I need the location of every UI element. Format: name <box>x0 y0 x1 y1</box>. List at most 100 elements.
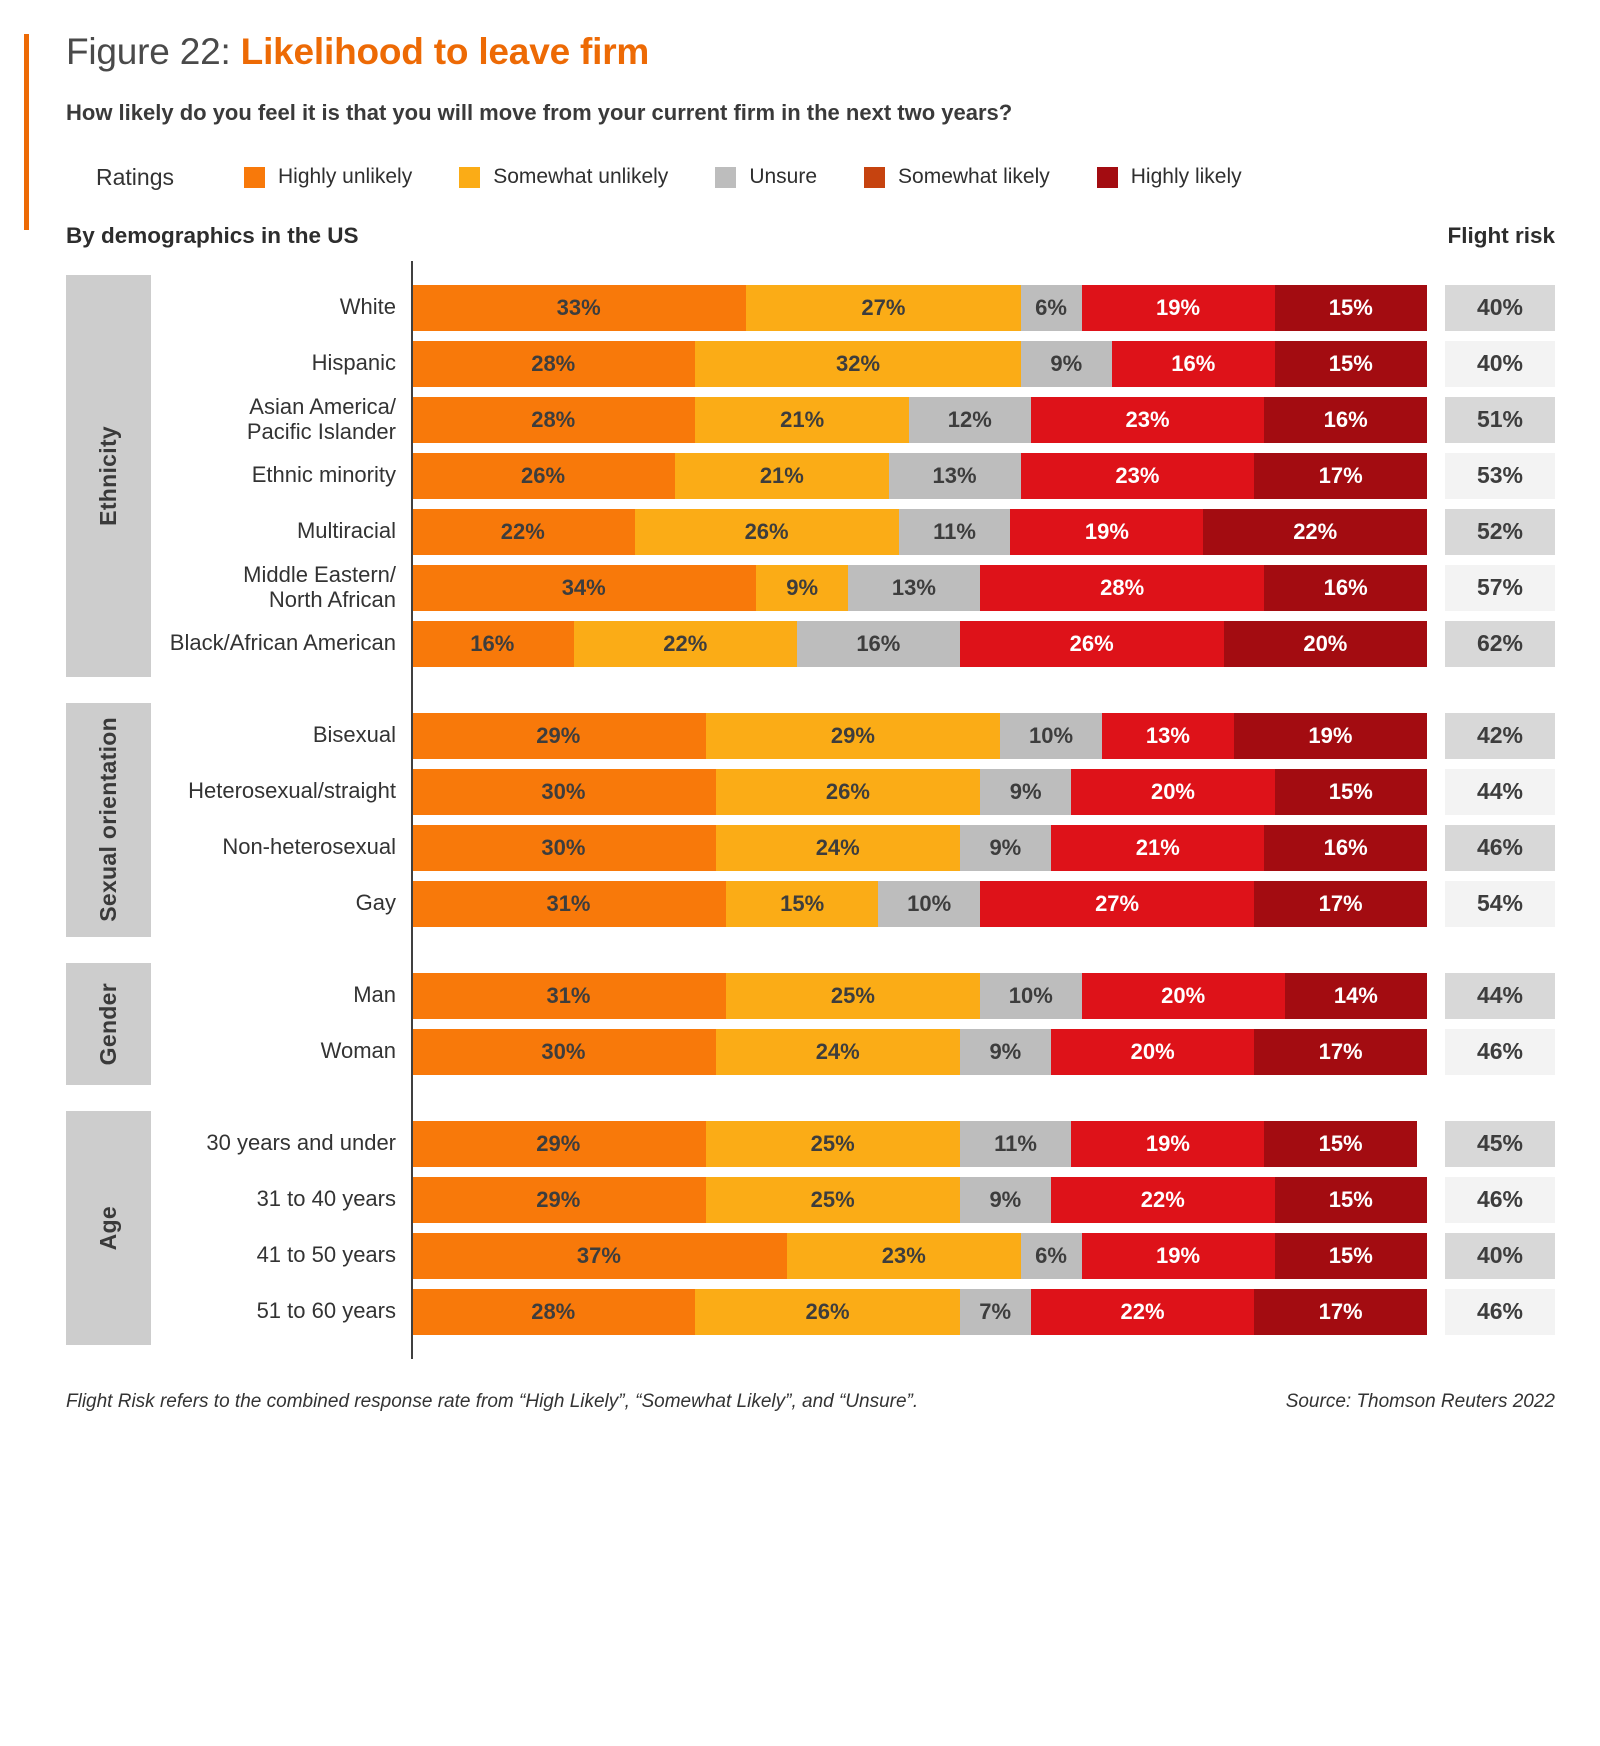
demographic-group-gender: Gender Man 31% 25% 10% 20% 14% 44% Woman 30% 24% 9%… <box>66 948 1555 1099</box>
footer: Flight Risk refers to the combined respo… <box>66 1391 1555 1413</box>
legend-item-highly-unlikely: Highly unlikely <box>243 165 413 189</box>
segment-highly-likely: 15% <box>1274 1176 1427 1223</box>
stacked-bar: 28% 32% 9% 16% 15% <box>411 340 1427 387</box>
row-label: Multiracial <box>296 518 396 544</box>
segment-highly-likely: 16% <box>1264 564 1427 611</box>
segment-highly-unlikely: 31% <box>411 972 726 1019</box>
demographic-group-age: Age 30 years and under 29% 25% 11% 19% 15% 45% 3… <box>66 1096 1555 1359</box>
flight-risk-cell: 45% <box>1445 1120 1555 1167</box>
segment-unsure: 16% <box>797 620 960 667</box>
row-label: 30 years and under <box>206 1130 396 1156</box>
segment-somewhat-likely: 19% <box>1081 1232 1275 1279</box>
segment-unsure: 10% <box>878 880 980 927</box>
segment-somewhat-likely: 26% <box>959 620 1224 667</box>
figure-title: Figure 22: Likelihood to leave firm <box>66 31 1555 73</box>
segment-unsure: 11% <box>959 1120 1072 1167</box>
segment-highly-likely: 17% <box>1254 1028 1427 1075</box>
segment-somewhat-likely: 23% <box>1030 396 1265 443</box>
legend-item-label: Highly unlikely <box>277 165 413 189</box>
group-rows: White 33% 27% 6% 19% 15% 40% Hispanic 28% 32% 9% 16… <box>151 260 1555 691</box>
segment-somewhat-unlikely: 24% <box>715 824 960 871</box>
stacked-bar: 22% 26% 11% 19% 22% <box>411 508 1427 555</box>
flight-risk-heading: Flight risk <box>1447 222 1555 248</box>
segment-highly-unlikely: 29% <box>411 712 706 759</box>
segment-somewhat-likely: 21% <box>1051 824 1265 871</box>
stacked-bar-chart: Ethnicity White 33% 27% 6% 19% 15% 40% Hispanic 2… <box>66 260 1555 1359</box>
segment-unsure: 10% <box>979 972 1082 1019</box>
segment-unsure: 9% <box>959 1028 1052 1075</box>
segment-somewhat-unlikely: 23% <box>786 1232 1021 1279</box>
legend-item-somewhat-unlikely: Somewhat unlikely <box>459 165 668 189</box>
somewhat-unlikely-swatch-icon <box>459 166 481 188</box>
segment-somewhat-likely: 22% <box>1051 1176 1275 1223</box>
segment-highly-likely: 16% <box>1264 824 1427 871</box>
segment-highly-unlikely: 30% <box>411 768 716 815</box>
survey-question: How likely do you feel it is that you wi… <box>66 99 1013 125</box>
group-rows: Bisexual 29% 29% 10% 13% 19% 42% Heterosexual/s… <box>151 688 1555 951</box>
segment-somewhat-likely: 27% <box>979 880 1255 927</box>
bar-row: Heterosexual/straight 30% 26% 9% 20% 15% 44% <box>151 768 1555 815</box>
bar-row: Non-heterosexual 30% 24% 9% 21% 16% 46% <box>151 824 1555 871</box>
segment-highly-unlikely: 26% <box>411 452 676 499</box>
segment-unsure: 13% <box>888 452 1021 499</box>
segment-highly-unlikely: 31% <box>411 880 726 927</box>
segment-unsure: 6% <box>1020 1232 1082 1279</box>
row-label: Ethnic minority <box>251 462 396 488</box>
flight-risk-cell: 40% <box>1445 284 1555 331</box>
bar-row: Bisexual 29% 29% 10% 13% 19% 42% <box>151 712 1555 759</box>
segment-unsure: 9% <box>979 768 1072 815</box>
segment-highly-unlikely: 30% <box>411 824 716 871</box>
segment-highly-likely: 15% <box>1264 1120 1417 1167</box>
row-label: Black/African American <box>169 630 396 656</box>
flight-risk-cell: 46% <box>1445 1288 1555 1335</box>
segment-highly-likely: 15% <box>1274 768 1427 815</box>
legend-item-label: Somewhat unlikely <box>493 165 669 189</box>
bar-row: Ethnic minority 26% 21% 13% 23% 17% 53% <box>151 452 1555 499</box>
figure-name: Likelihood to leave firm <box>240 31 650 72</box>
demographics-heading: By demographics in the US <box>66 222 359 248</box>
legend-item-label: Unsure <box>749 165 818 189</box>
bar-row: Multiracial 22% 26% 11% 19% 22% 52% <box>151 508 1555 555</box>
legend-title: Ratings <box>96 163 174 190</box>
segment-unsure: 12% <box>908 396 1031 443</box>
bar-row: 51 to 60 years 28% 26% 7% 22% 17% 46% <box>151 1288 1555 1335</box>
stacked-bar: 37% 23% 6% 19% 15% <box>411 1232 1427 1279</box>
segment-somewhat-unlikely: 27% <box>746 284 1021 331</box>
stacked-bar: 16% 22% 16% 26% 20% <box>411 620 1427 667</box>
segment-somewhat-unlikely: 26% <box>695 1288 960 1335</box>
segment-highly-unlikely: 29% <box>411 1120 706 1167</box>
segment-unsure: 7% <box>959 1288 1031 1335</box>
segment-somewhat-likely: 23% <box>1020 452 1255 499</box>
segment-somewhat-likely: 20% <box>1071 768 1275 815</box>
footnote: Flight Risk refers to the combined respo… <box>66 1390 919 1412</box>
row-label: Heterosexual/straight <box>188 778 396 804</box>
segment-somewhat-unlikely: 29% <box>705 712 1001 759</box>
group-rows: Man 31% 25% 10% 20% 14% 44% Woman 30% 24% 9% 20% 17%… <box>151 948 1555 1099</box>
segment-highly-likely: 16% <box>1264 396 1427 443</box>
flight-risk-cell: 54% <box>1445 880 1555 927</box>
flight-risk-cell: 53% <box>1445 452 1555 499</box>
segment-somewhat-unlikely: 21% <box>675 452 889 499</box>
segment-unsure: 9% <box>959 824 1052 871</box>
unsure-swatch-icon <box>715 166 737 188</box>
segment-unsure: 9% <box>959 1176 1052 1223</box>
highly-unlikely-swatch-icon <box>243 166 265 188</box>
group-label: Age <box>95 1205 121 1250</box>
row-label: Man <box>353 982 396 1008</box>
demographic-group-sexual-orientation: Sexual orientation Bisexual 29% 29% 10% 13% 19… <box>66 688 1555 951</box>
row-label: Bisexual <box>312 722 396 748</box>
row-label: Gay <box>355 890 396 916</box>
segment-unsure: 6% <box>1020 284 1082 331</box>
segment-highly-unlikely: 28% <box>411 396 696 443</box>
segment-highly-likely: 17% <box>1254 1288 1427 1335</box>
segment-unsure: 11% <box>898 508 1011 555</box>
group-label: Sexual orientation <box>95 717 121 923</box>
segment-highly-unlikely: 28% <box>411 340 696 387</box>
bar-row: Gay 31% 15% 10% 27% 17% 54% <box>151 880 1555 927</box>
segment-somewhat-unlikely: 25% <box>725 972 980 1019</box>
flight-risk-cell: 46% <box>1445 1028 1555 1075</box>
segment-somewhat-unlikely: 25% <box>705 1120 960 1167</box>
stacked-bar: 29% 25% 9% 22% 15% <box>411 1176 1427 1223</box>
segment-highly-unlikely: 29% <box>411 1176 706 1223</box>
bar-row: 41 to 50 years 37% 23% 6% 19% 15% 40% <box>151 1232 1555 1279</box>
